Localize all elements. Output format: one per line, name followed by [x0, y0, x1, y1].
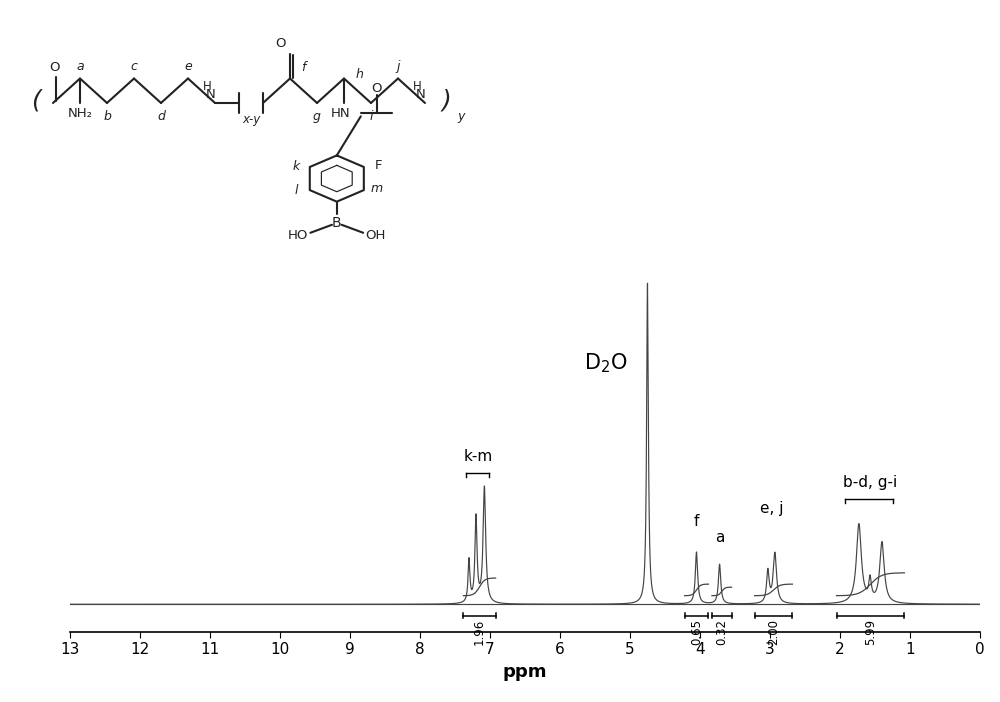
- Text: k-m: k-m: [463, 449, 493, 463]
- Text: f: f: [301, 61, 305, 74]
- Text: O: O: [50, 61, 60, 74]
- Text: 2.00: 2.00: [767, 619, 780, 645]
- Text: O: O: [276, 37, 286, 51]
- Text: a: a: [715, 530, 724, 545]
- Text: HO: HO: [288, 229, 308, 242]
- Text: B: B: [332, 216, 342, 230]
- Text: N: N: [416, 88, 426, 100]
- Text: j: j: [396, 60, 400, 72]
- Text: 0.65: 0.65: [690, 619, 703, 645]
- Text: 1.96: 1.96: [473, 619, 486, 645]
- Text: m: m: [370, 182, 382, 195]
- Text: i: i: [369, 110, 373, 123]
- Text: h: h: [355, 69, 363, 81]
- Text: a: a: [76, 60, 84, 72]
- Text: 5.99: 5.99: [864, 619, 877, 645]
- Text: k: k: [293, 159, 300, 173]
- Text: NH₂: NH₂: [68, 107, 92, 119]
- Text: OH: OH: [366, 229, 386, 242]
- Text: HN: HN: [331, 107, 351, 119]
- Text: g: g: [313, 110, 321, 123]
- Text: 0.32: 0.32: [715, 619, 728, 645]
- Text: e, j: e, j: [760, 501, 784, 516]
- Text: (: (: [31, 88, 41, 113]
- Text: F: F: [375, 159, 383, 172]
- Text: N: N: [206, 88, 216, 100]
- Text: l: l: [295, 184, 298, 197]
- Text: O: O: [372, 82, 382, 95]
- Text: H: H: [203, 79, 212, 93]
- Text: f: f: [694, 515, 699, 529]
- Text: d: d: [157, 110, 165, 123]
- Text: c: c: [131, 60, 137, 72]
- Text: ): ): [441, 88, 451, 113]
- Text: x-y: x-y: [242, 113, 260, 126]
- Text: b: b: [103, 110, 111, 123]
- Text: e: e: [184, 60, 192, 72]
- Text: y: y: [457, 110, 465, 123]
- Text: b-d, g-i: b-d, g-i: [843, 475, 897, 490]
- Text: D$_2$O: D$_2$O: [584, 352, 627, 375]
- Text: H: H: [413, 79, 422, 93]
- X-axis label: ppm: ppm: [503, 663, 547, 681]
